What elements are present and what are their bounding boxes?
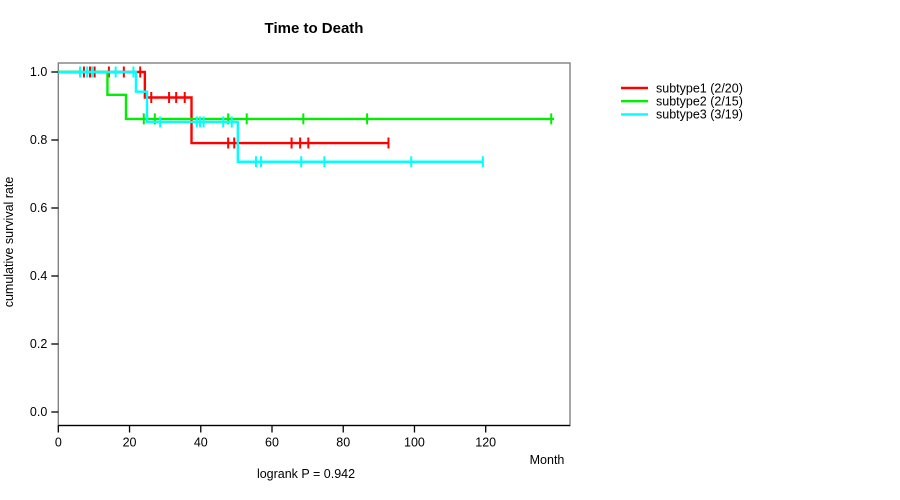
plot-box [57,62,571,427]
survival-curve-3 [58,70,483,163]
x-axis-tick-label: 60 [265,436,279,450]
chart-title: Time to Death [265,20,364,37]
axes: 0 20 40 60 80 100 120 0.0 0.2 0.4 0.6 0.8 1.0 [30,62,571,450]
x-axis-tick-label: 0 [55,436,62,450]
legend-label-3: subtype3 (3/19) [656,108,743,122]
censor-ticks-1 [82,66,390,149]
legend-label-1: subtype1 (2/20) [656,81,743,95]
censor-ticks-2 [142,113,553,125]
survival-curves [58,66,555,168]
x-axis-tick-label: 40 [194,436,208,450]
y-axis-tick-label: 0.6 [30,201,47,215]
survival-curve-2 [58,70,555,121]
y-axis-tick-label: 0.4 [30,269,47,283]
x-axis-label: Month [530,453,565,467]
legend: subtype1 (2/20)subtype2 (2/15)subtype3 (… [621,81,743,122]
censor-ticks-3 [79,66,484,168]
y-axis-label: cumulative survival rate [2,177,16,308]
x-axis-tick-label: 20 [123,436,137,450]
y-axis-tick-label: 0.0 [30,405,47,419]
y-axis-tick-label: 0.2 [30,337,47,351]
legend-label-2: subtype2 (2/15) [656,95,743,109]
x-axis-tick-label: 100 [404,436,425,450]
logrank-p-value: logrank P = 0.942 [257,467,355,481]
x-axis-tick-label: 80 [336,436,350,450]
y-axis-tick-label: 1.0 [30,65,47,79]
y-axis-tick-label: 0.8 [30,133,47,147]
x-axis-tick-label: 120 [475,436,496,450]
